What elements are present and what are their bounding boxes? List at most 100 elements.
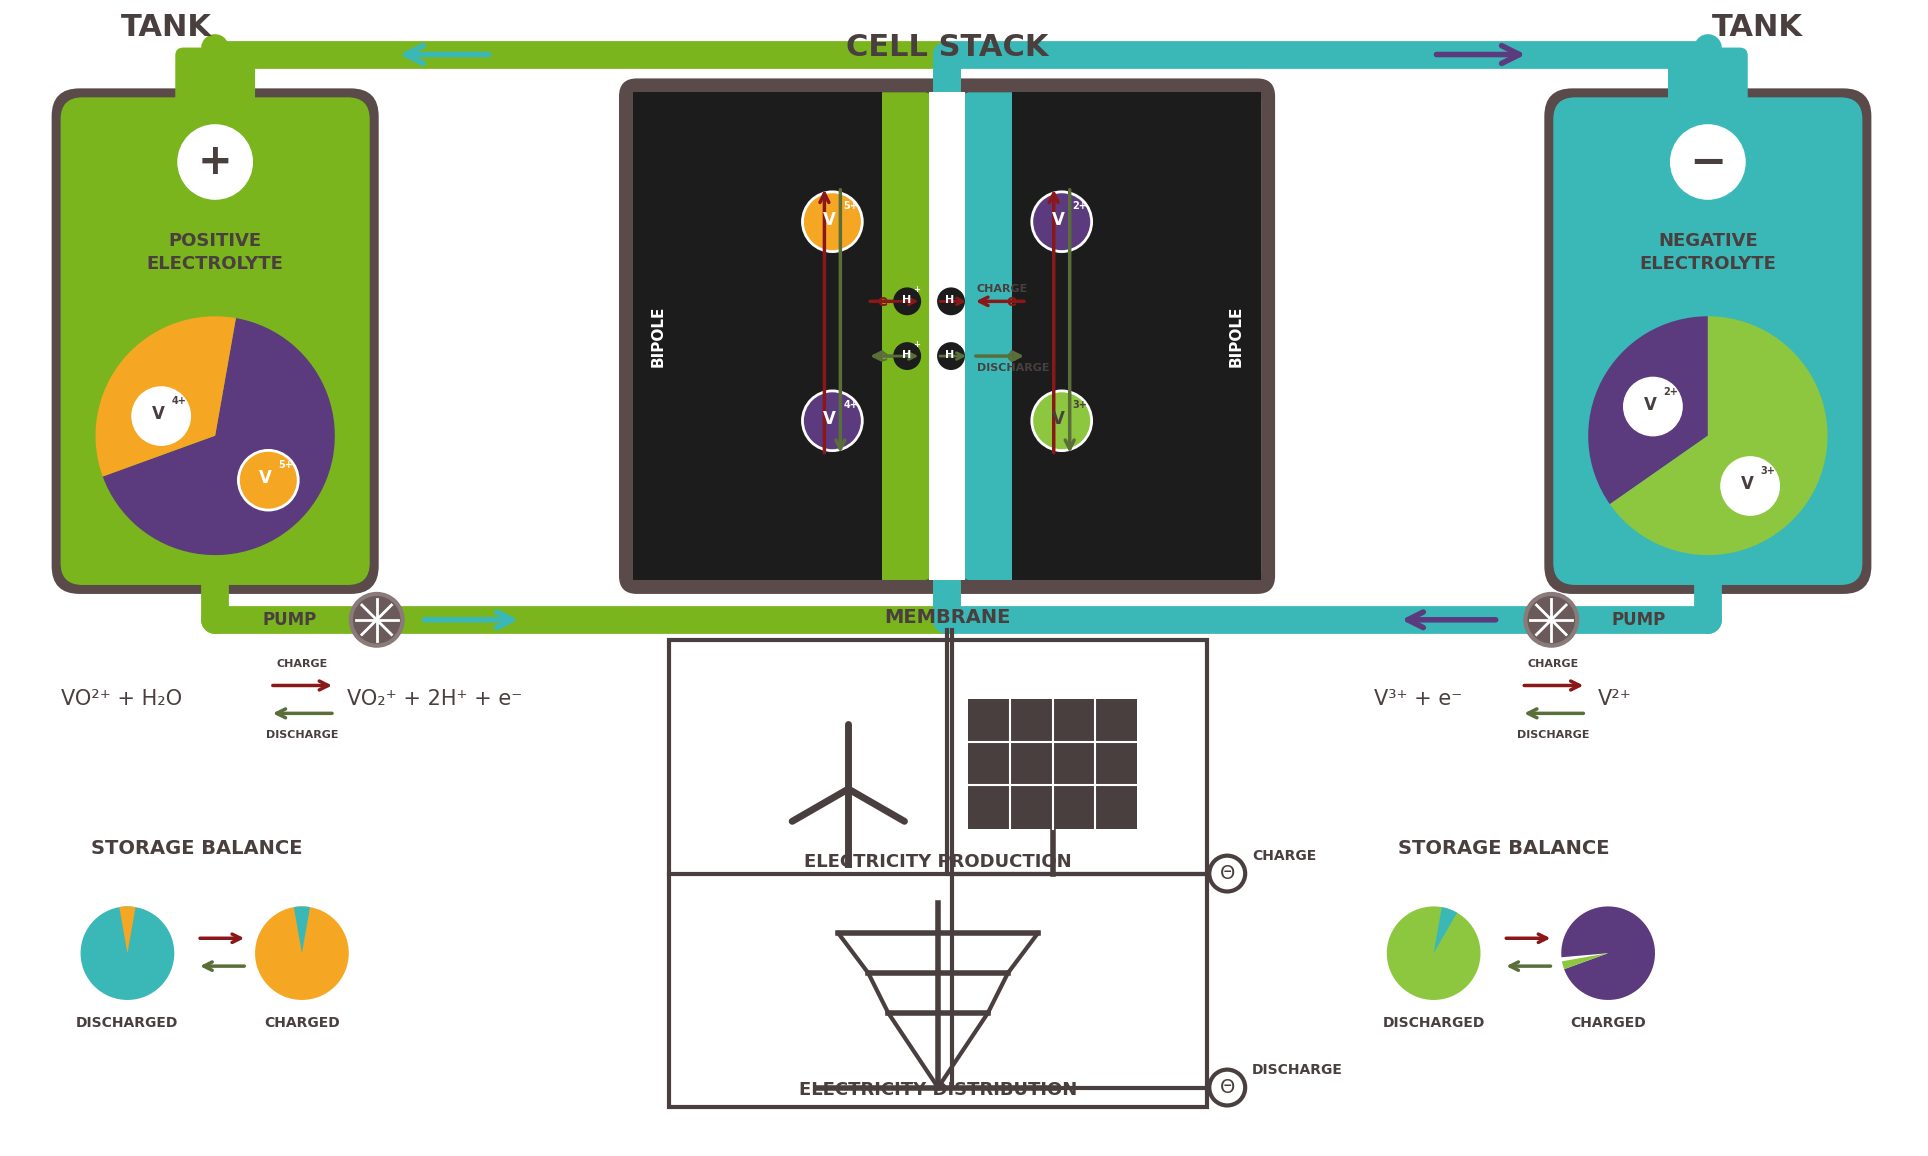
FancyBboxPatch shape <box>52 88 378 594</box>
Text: +: + <box>956 340 964 349</box>
Text: ELECTRICITY PRODUCTION: ELECTRICITY PRODUCTION <box>804 853 1072 870</box>
Bar <box>632 92 883 580</box>
Text: V: V <box>823 210 837 229</box>
Text: V: V <box>1053 409 1064 428</box>
Text: POSITIVE
ELECTROLYTE: POSITIVE ELECTROLYTE <box>147 231 283 273</box>
Text: DISCHARGE: DISCHARGE <box>1251 1062 1344 1076</box>
Text: V: V <box>258 469 272 487</box>
Text: 5+: 5+ <box>843 201 858 210</box>
Text: BIPOLE: BIPOLE <box>650 305 665 366</box>
Circle shape <box>1031 391 1091 451</box>
Circle shape <box>1720 457 1780 516</box>
Circle shape <box>1670 124 1745 200</box>
Text: 3+: 3+ <box>1760 466 1776 476</box>
Circle shape <box>351 594 403 646</box>
Text: e: e <box>877 349 887 364</box>
Text: NEGATIVE
ELECTROLYTE: NEGATIVE ELECTROLYTE <box>1639 231 1776 273</box>
Text: V: V <box>1643 395 1656 414</box>
Text: DISCHARGE: DISCHARGE <box>1517 731 1589 740</box>
Text: +: + <box>199 141 233 183</box>
Text: Θ: Θ <box>1220 864 1236 883</box>
Text: 3+: 3+ <box>1072 400 1087 410</box>
Text: CHARGE: CHARGE <box>977 284 1028 295</box>
Text: PUMP: PUMP <box>262 610 316 629</box>
Bar <box>669 639 1207 1107</box>
Text: CHARGE: CHARGE <box>276 659 328 668</box>
Text: V: V <box>823 409 837 428</box>
Text: H: H <box>945 295 954 305</box>
Text: TANK: TANK <box>120 13 212 42</box>
Circle shape <box>893 288 922 316</box>
Wedge shape <box>1610 317 1828 555</box>
Text: VO²⁺ + H₂O: VO²⁺ + H₂O <box>60 689 181 710</box>
Wedge shape <box>1562 906 1654 1000</box>
Text: e: e <box>1006 349 1018 364</box>
Text: e: e <box>1006 294 1018 309</box>
Text: 4+: 4+ <box>843 400 858 410</box>
Wedge shape <box>102 318 335 555</box>
FancyBboxPatch shape <box>632 92 931 580</box>
Text: Θ: Θ <box>1220 1079 1236 1097</box>
Circle shape <box>893 342 922 370</box>
Wedge shape <box>96 317 235 476</box>
Text: 4+: 4+ <box>172 397 185 406</box>
Text: V³⁺ + e⁻: V³⁺ + e⁻ <box>1375 689 1461 710</box>
Text: +: + <box>914 286 920 295</box>
Circle shape <box>937 342 966 370</box>
Text: H: H <box>945 350 954 360</box>
FancyBboxPatch shape <box>1668 47 1749 108</box>
Text: +: + <box>956 286 964 295</box>
Text: DISCHARGED: DISCHARGED <box>77 1016 179 1030</box>
Text: PUMP: PUMP <box>1612 610 1666 629</box>
FancyBboxPatch shape <box>1554 97 1862 585</box>
FancyBboxPatch shape <box>962 92 1261 580</box>
Text: CHARGED: CHARGED <box>1569 1016 1647 1030</box>
Text: e: e <box>877 294 887 309</box>
Text: CELL STACK: CELL STACK <box>846 34 1049 62</box>
Text: DISCHARGED: DISCHARGED <box>1382 1016 1485 1030</box>
Circle shape <box>937 288 966 316</box>
Wedge shape <box>254 906 349 1000</box>
Text: VO₂⁺ + 2H⁺ + e⁻: VO₂⁺ + 2H⁺ + e⁻ <box>347 689 522 710</box>
Text: −: − <box>1689 141 1726 184</box>
Text: V: V <box>1053 210 1064 229</box>
Text: CHARGE: CHARGE <box>1251 849 1317 862</box>
Text: ELECTRICITY DISTRIBUTION: ELECTRICITY DISTRIBUTION <box>798 1081 1078 1098</box>
Circle shape <box>802 192 862 252</box>
Text: V: V <box>152 405 164 423</box>
Circle shape <box>1209 855 1245 891</box>
Wedge shape <box>1386 906 1481 1000</box>
Bar <box>968 699 1138 829</box>
Circle shape <box>1623 377 1683 436</box>
Bar <box>929 92 966 580</box>
Bar <box>1012 92 1261 580</box>
Text: TANK: TANK <box>1712 13 1803 42</box>
Circle shape <box>1209 1069 1245 1105</box>
FancyBboxPatch shape <box>619 79 1274 594</box>
Circle shape <box>802 391 862 451</box>
Wedge shape <box>1589 317 1708 504</box>
Text: STORAGE BALANCE: STORAGE BALANCE <box>91 839 303 858</box>
Circle shape <box>177 124 253 200</box>
Circle shape <box>239 451 299 510</box>
Wedge shape <box>120 906 135 954</box>
Text: DISCHARGE: DISCHARGE <box>266 731 337 740</box>
Text: +: + <box>914 340 920 349</box>
Wedge shape <box>1562 954 1608 969</box>
Text: BIPOLE: BIPOLE <box>1228 305 1244 366</box>
Wedge shape <box>81 906 174 1000</box>
Text: 2+: 2+ <box>1662 386 1677 397</box>
Circle shape <box>131 386 191 446</box>
Text: 2+: 2+ <box>1072 201 1087 210</box>
Text: STORAGE BALANCE: STORAGE BALANCE <box>1398 839 1610 858</box>
FancyBboxPatch shape <box>1544 88 1872 594</box>
Wedge shape <box>1434 907 1458 954</box>
Text: H: H <box>902 295 910 305</box>
Text: V²⁺: V²⁺ <box>1598 689 1631 710</box>
Text: CHARGE: CHARGE <box>1527 659 1579 668</box>
Text: V: V <box>1741 475 1754 492</box>
Text: CHARGED: CHARGED <box>264 1016 339 1030</box>
Text: H: H <box>902 350 910 360</box>
Text: DISCHARGE: DISCHARGE <box>977 363 1049 373</box>
FancyBboxPatch shape <box>175 47 254 108</box>
